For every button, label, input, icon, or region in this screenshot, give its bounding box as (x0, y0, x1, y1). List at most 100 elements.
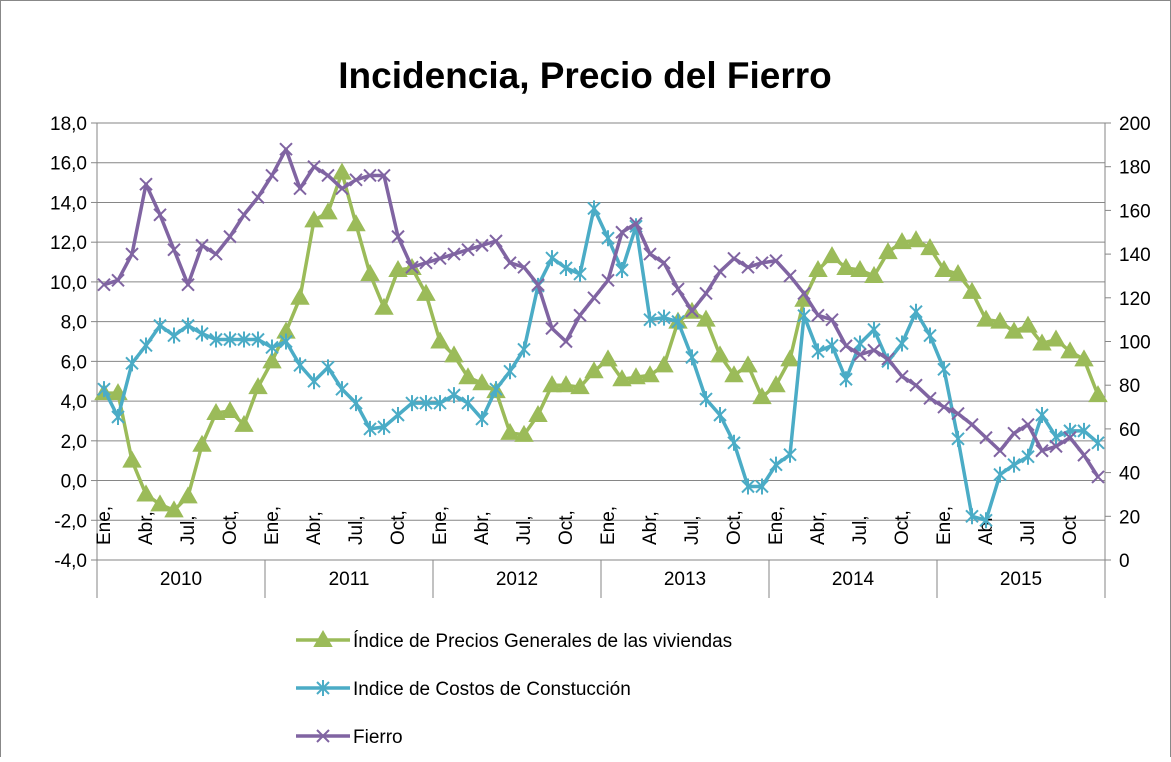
marker (97, 381, 111, 398)
x-tick-label: Abr, (472, 511, 493, 545)
marker (559, 260, 573, 277)
year-label: 2011 (329, 569, 370, 590)
marker (867, 321, 881, 338)
marker (316, 729, 330, 743)
y2-tick-label: 140 (1119, 245, 1151, 266)
marker (1035, 406, 1049, 423)
marker (475, 410, 489, 427)
y-tick-label: 18,0 (50, 114, 87, 135)
marker (601, 230, 615, 247)
marker (500, 422, 520, 440)
marker (136, 484, 156, 502)
x-tick-label: Ene, (94, 506, 115, 545)
marker (220, 401, 240, 419)
marker (349, 173, 363, 187)
chart-title: Incidencia, Precio del Fierro (338, 55, 832, 96)
marker (517, 341, 531, 358)
marker (346, 214, 366, 232)
marker (780, 349, 800, 367)
y-tick-label: 0,0 (61, 472, 87, 493)
marker (111, 273, 125, 288)
marker (321, 359, 335, 376)
marker (643, 247, 657, 261)
marker (391, 229, 405, 244)
x-tick-label: Jul, (346, 515, 367, 545)
marker (923, 391, 937, 406)
marker (321, 168, 335, 183)
x-tick-label: Abr (976, 515, 997, 545)
marker (514, 424, 534, 442)
y-tick-label: 2,0 (61, 432, 87, 453)
x-tick-label: Ene, (934, 506, 955, 545)
marker (419, 395, 433, 412)
marker (1021, 417, 1035, 432)
marker (741, 478, 755, 495)
marker (811, 308, 825, 322)
marker (125, 247, 139, 261)
x-tick-label: Jul (1018, 521, 1039, 545)
marker (979, 512, 993, 529)
y2-tick-label: 120 (1119, 289, 1151, 310)
marker (699, 391, 713, 408)
marker (237, 208, 251, 222)
marker (416, 283, 436, 301)
marker (1004, 321, 1024, 339)
marker (839, 371, 853, 388)
marker (923, 327, 937, 344)
x-tick-label: Ene, (766, 506, 787, 545)
marker (612, 369, 632, 387)
marker (279, 142, 293, 156)
marker (195, 325, 209, 342)
x-tick-label: Jul, (178, 515, 199, 545)
marker (976, 309, 996, 327)
year-label: 2010 (160, 569, 202, 590)
marker (1021, 448, 1035, 465)
marker (783, 269, 797, 283)
marker (545, 321, 559, 336)
x-tick-label: Jul, (682, 515, 703, 545)
marker (433, 251, 447, 266)
marker (150, 494, 170, 512)
marker (363, 420, 377, 437)
marker (111, 408, 125, 425)
marker (601, 273, 615, 288)
marker (195, 238, 209, 253)
marker (290, 287, 310, 305)
marker (335, 381, 349, 398)
marker (517, 260, 531, 274)
x-tick-label: Oct, (220, 510, 241, 545)
marker (181, 317, 195, 334)
marker (349, 395, 363, 412)
marker (657, 256, 671, 270)
marker (304, 210, 324, 228)
marker (237, 331, 251, 348)
y2-tick-label: 180 (1119, 158, 1151, 179)
x-tick-label: Abr, (808, 511, 829, 545)
marker (570, 377, 590, 395)
marker (377, 418, 391, 435)
marker (545, 250, 559, 267)
x-tick-label: Abr, (304, 511, 325, 545)
marker (559, 334, 573, 349)
y2-tick-label: 80 (1119, 376, 1140, 397)
legend-entry: Fierro (296, 727, 403, 748)
marker (752, 387, 772, 405)
marker (615, 225, 629, 239)
marker (313, 629, 333, 647)
marker (643, 311, 657, 328)
marker (766, 375, 786, 393)
y-tick-label: 10,0 (50, 273, 87, 294)
marker (965, 417, 979, 432)
marker (167, 243, 181, 257)
legend-entry: Indice de Costos de Constucción (296, 679, 631, 700)
marker (629, 216, 643, 231)
marker (962, 281, 982, 299)
x-tick-label: Abr, (136, 511, 157, 545)
marker (489, 381, 503, 398)
marker (1049, 439, 1063, 454)
y2-tick-label: 60 (1119, 420, 1140, 441)
marker (335, 181, 349, 196)
marker (475, 238, 489, 253)
marker (1060, 341, 1080, 359)
y2-tick-label: 200 (1119, 114, 1151, 135)
